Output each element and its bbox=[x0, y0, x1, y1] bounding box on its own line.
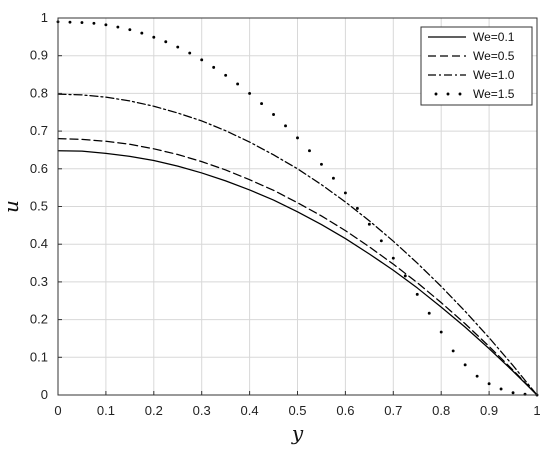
legend-label-we-1-0: We=1.0 bbox=[473, 68, 515, 82]
series-we-1-5 bbox=[56, 20, 539, 397]
legend-dot bbox=[434, 92, 438, 96]
y-tick-label: 0.1 bbox=[30, 349, 48, 364]
series-line-we-1-0 bbox=[57, 93, 538, 396]
legend-label-we-0-1: We=0.1 bbox=[473, 30, 515, 44]
data-point-we-1-5 bbox=[320, 162, 323, 166]
series-line-we-0-5 bbox=[57, 138, 538, 396]
legend-box bbox=[420, 26, 533, 106]
y-tick-label: 0.4 bbox=[30, 236, 48, 251]
x-tick-label: 1 bbox=[533, 403, 540, 418]
data-point-we-1-5 bbox=[343, 191, 347, 195]
data-point-we-1-5 bbox=[367, 222, 371, 226]
series-line-we-0-1 bbox=[57, 150, 538, 396]
y-tick-label: 0.3 bbox=[30, 274, 48, 289]
series-we-0-5 bbox=[57, 138, 538, 396]
data-point-we-1-5 bbox=[116, 25, 120, 29]
legend-dot bbox=[458, 92, 462, 96]
data-point-we-1-5 bbox=[152, 35, 156, 39]
data-point-we-1-5 bbox=[331, 176, 335, 180]
series-we-0-1 bbox=[57, 150, 538, 396]
data-point-we-1-5 bbox=[463, 363, 467, 367]
tick-layer: 0 0.1 0.2 0.3 0.4 0.5 0.6 0.7 0.8 0.9 1 0 0.1 0.2 0.3 0… bbox=[30, 10, 541, 418]
series-we-1-0 bbox=[57, 93, 538, 396]
data-point-we-1-5 bbox=[439, 330, 443, 334]
legend-label-we-1-5: We=1.5 bbox=[473, 87, 515, 101]
data-point-we-1-5 bbox=[451, 349, 455, 353]
data-point-we-1-5 bbox=[487, 382, 491, 386]
data-point-we-1-5 bbox=[296, 136, 299, 140]
x-tick-label: 0.5 bbox=[288, 403, 306, 418]
x-tick-label: 0.7 bbox=[384, 403, 402, 418]
data-point-we-1-5 bbox=[140, 31, 144, 35]
data-point-we-1-5 bbox=[391, 256, 395, 260]
data-point-we-1-5 bbox=[379, 239, 383, 243]
data-point-we-1-5 bbox=[511, 391, 515, 395]
y-tick-label: 0.9 bbox=[30, 48, 48, 63]
y-tick-label: 0.7 bbox=[30, 123, 48, 138]
data-point-we-1-5 bbox=[176, 45, 180, 49]
x-tick-label: 0.3 bbox=[193, 403, 211, 418]
data-point-we-1-5 bbox=[355, 206, 359, 210]
y-axis-label: u bbox=[0, 200, 23, 213]
data-point-we-1-5 bbox=[128, 28, 132, 32]
data-point-we-1-5 bbox=[248, 91, 252, 95]
data-point-we-1-5 bbox=[403, 274, 407, 278]
data-point-we-1-5 bbox=[308, 149, 311, 153]
data-point-we-1-5 bbox=[104, 23, 108, 27]
x-axis-label: y bbox=[291, 421, 304, 445]
data-point-we-1-5 bbox=[284, 124, 287, 128]
data-point-we-1-5 bbox=[499, 387, 503, 391]
legend-label-we-0-5: We=0.5 bbox=[473, 49, 515, 63]
data-point-we-1-5 bbox=[236, 82, 240, 86]
data-point-we-1-5 bbox=[272, 113, 275, 116]
data-point-we-1-5 bbox=[415, 292, 419, 296]
y-tick-label: 0.8 bbox=[30, 85, 48, 100]
legend-dot bbox=[446, 92, 450, 96]
data-point-we-1-5 bbox=[188, 51, 192, 55]
data-point-we-1-5 bbox=[212, 65, 216, 69]
data-point-we-1-5 bbox=[68, 20, 72, 24]
data-point-we-1-5 bbox=[92, 21, 96, 25]
x-tick-label: 0.4 bbox=[241, 403, 259, 418]
data-point-we-1-5 bbox=[260, 102, 264, 106]
series-layer bbox=[56, 20, 539, 397]
y-tick-label: 1 bbox=[41, 10, 48, 25]
x-tick-label: 0 bbox=[54, 403, 61, 418]
x-tick-label: 0.1 bbox=[97, 403, 115, 418]
x-tick-label: 0.6 bbox=[336, 403, 354, 418]
x-tick-label: 0.9 bbox=[480, 403, 498, 418]
x-tick-label: 0.2 bbox=[145, 403, 163, 418]
legend-marker-we-1-5 bbox=[434, 92, 462, 96]
y-tick-label: 0.5 bbox=[30, 199, 48, 214]
data-point-we-1-5 bbox=[224, 73, 228, 77]
y-tick-label: 0.2 bbox=[30, 312, 48, 327]
x-tick-label: 0.8 bbox=[432, 403, 450, 418]
data-point-we-1-5 bbox=[164, 40, 168, 44]
y-tick-label: 0 bbox=[41, 387, 48, 402]
data-point-we-1-5 bbox=[427, 311, 431, 315]
legend: We=0.1 We=0.5 We=1.0 We=1.5 bbox=[420, 26, 533, 106]
y-tick-label: 0.6 bbox=[30, 161, 48, 176]
data-point-we-1-5 bbox=[80, 21, 84, 24]
data-point-we-1-5 bbox=[475, 374, 479, 378]
data-point-we-1-5 bbox=[200, 58, 204, 62]
